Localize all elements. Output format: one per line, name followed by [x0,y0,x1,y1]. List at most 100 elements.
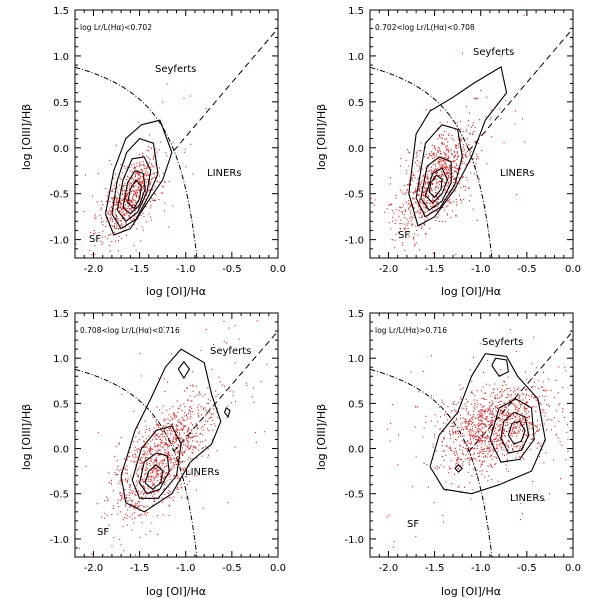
scatter-point [125,222,127,224]
scatter-point [412,197,414,199]
scatter-point [468,143,470,145]
scatter-point [153,491,155,493]
scatter-point [147,476,149,478]
scatter-point [505,407,507,409]
scatter-point [172,418,174,420]
scatter-point [506,424,508,426]
scatter-point [160,141,162,143]
scatter-point [465,421,467,423]
scatter-point [456,201,458,203]
scatter-point [535,397,537,399]
scatter-point [474,417,476,419]
scatter-point [196,475,198,477]
scatter-point [432,152,434,154]
scatter-point [129,452,131,454]
scatter-point [483,436,485,438]
scatter-point [451,138,453,140]
scatter-point [410,183,412,185]
scatter-point [496,394,498,396]
scatter-point [428,166,430,168]
scatter-point [463,149,465,151]
scatter-point [449,168,451,170]
scatter-point [484,392,486,394]
scatter-point [443,184,445,186]
scatter-point [510,394,512,396]
scatter-point [433,179,435,181]
scatter-point [167,447,169,449]
scatter-point [116,215,118,217]
scatter-point [131,204,133,206]
scatter-point [142,161,144,163]
scatter-point [123,229,125,231]
scatter-point [445,165,447,167]
y-tick-label: -0.5 [344,190,364,201]
scatter-point [145,191,147,193]
scatter-point [508,413,510,415]
scatter-point [476,399,478,401]
scatter-point [152,199,154,201]
scatter-point [134,176,136,178]
scatter-point [122,214,124,216]
scatter-point [451,483,453,485]
scatter-point [177,492,179,494]
scatter-point [395,233,397,235]
scatter-point [455,167,457,169]
scatter-point [438,149,440,151]
scatter-point [507,415,509,417]
scatter-point [155,468,157,470]
scatter-point [515,419,517,421]
scatter-point [436,205,438,207]
scatter-point [551,429,553,431]
scatter-point [406,224,408,226]
scatter-point [489,463,491,465]
scatter-point [134,210,136,212]
scatter-point [143,474,145,476]
scatter-point [499,397,501,399]
scatter-point [172,205,174,207]
scatter-point [500,409,502,411]
scatter-point [401,191,403,193]
scatter-point [452,166,454,168]
scatter-point [171,466,173,468]
scatter-point [456,145,458,147]
scatter-point [498,417,500,419]
scatter-point [536,425,538,427]
scatter-point [138,509,140,511]
scatter-point [504,454,506,456]
scatter-point [217,407,219,409]
scatter-point [423,201,425,203]
scatter-point [415,405,417,407]
scatter-point [545,452,547,454]
scatter-point [119,538,121,540]
scatter-point [539,443,541,445]
scatter-point [477,411,479,413]
density-contour [420,156,452,211]
scatter-point [127,175,129,177]
scatter-point [118,193,120,195]
scatter-point [149,460,151,462]
y-tick-label: 0.0 [348,445,364,456]
density-contour [454,464,464,473]
scatter-point [517,387,519,389]
scatter-point [473,454,475,456]
seyferts-label: Seyferts [155,64,196,75]
scatter-point [161,123,163,125]
scatter-point [140,492,142,494]
scatter-point [537,388,539,390]
scatter-point [413,208,415,210]
scatter-point [474,436,476,438]
scatter-point [238,338,240,340]
sf-label: SF [97,527,109,538]
scatter-point [159,462,161,464]
scatter-point [113,232,115,234]
scatter-point [449,447,451,449]
scatter-point [491,427,493,429]
scatter-point [502,410,504,412]
scatter-point [163,424,165,426]
scatter-point [441,133,443,135]
scatter-point [425,167,427,169]
y-tick-label: -1.0 [344,535,364,546]
scatter-point [189,395,191,397]
scatter-point [194,446,196,448]
scatter-point [522,448,524,450]
